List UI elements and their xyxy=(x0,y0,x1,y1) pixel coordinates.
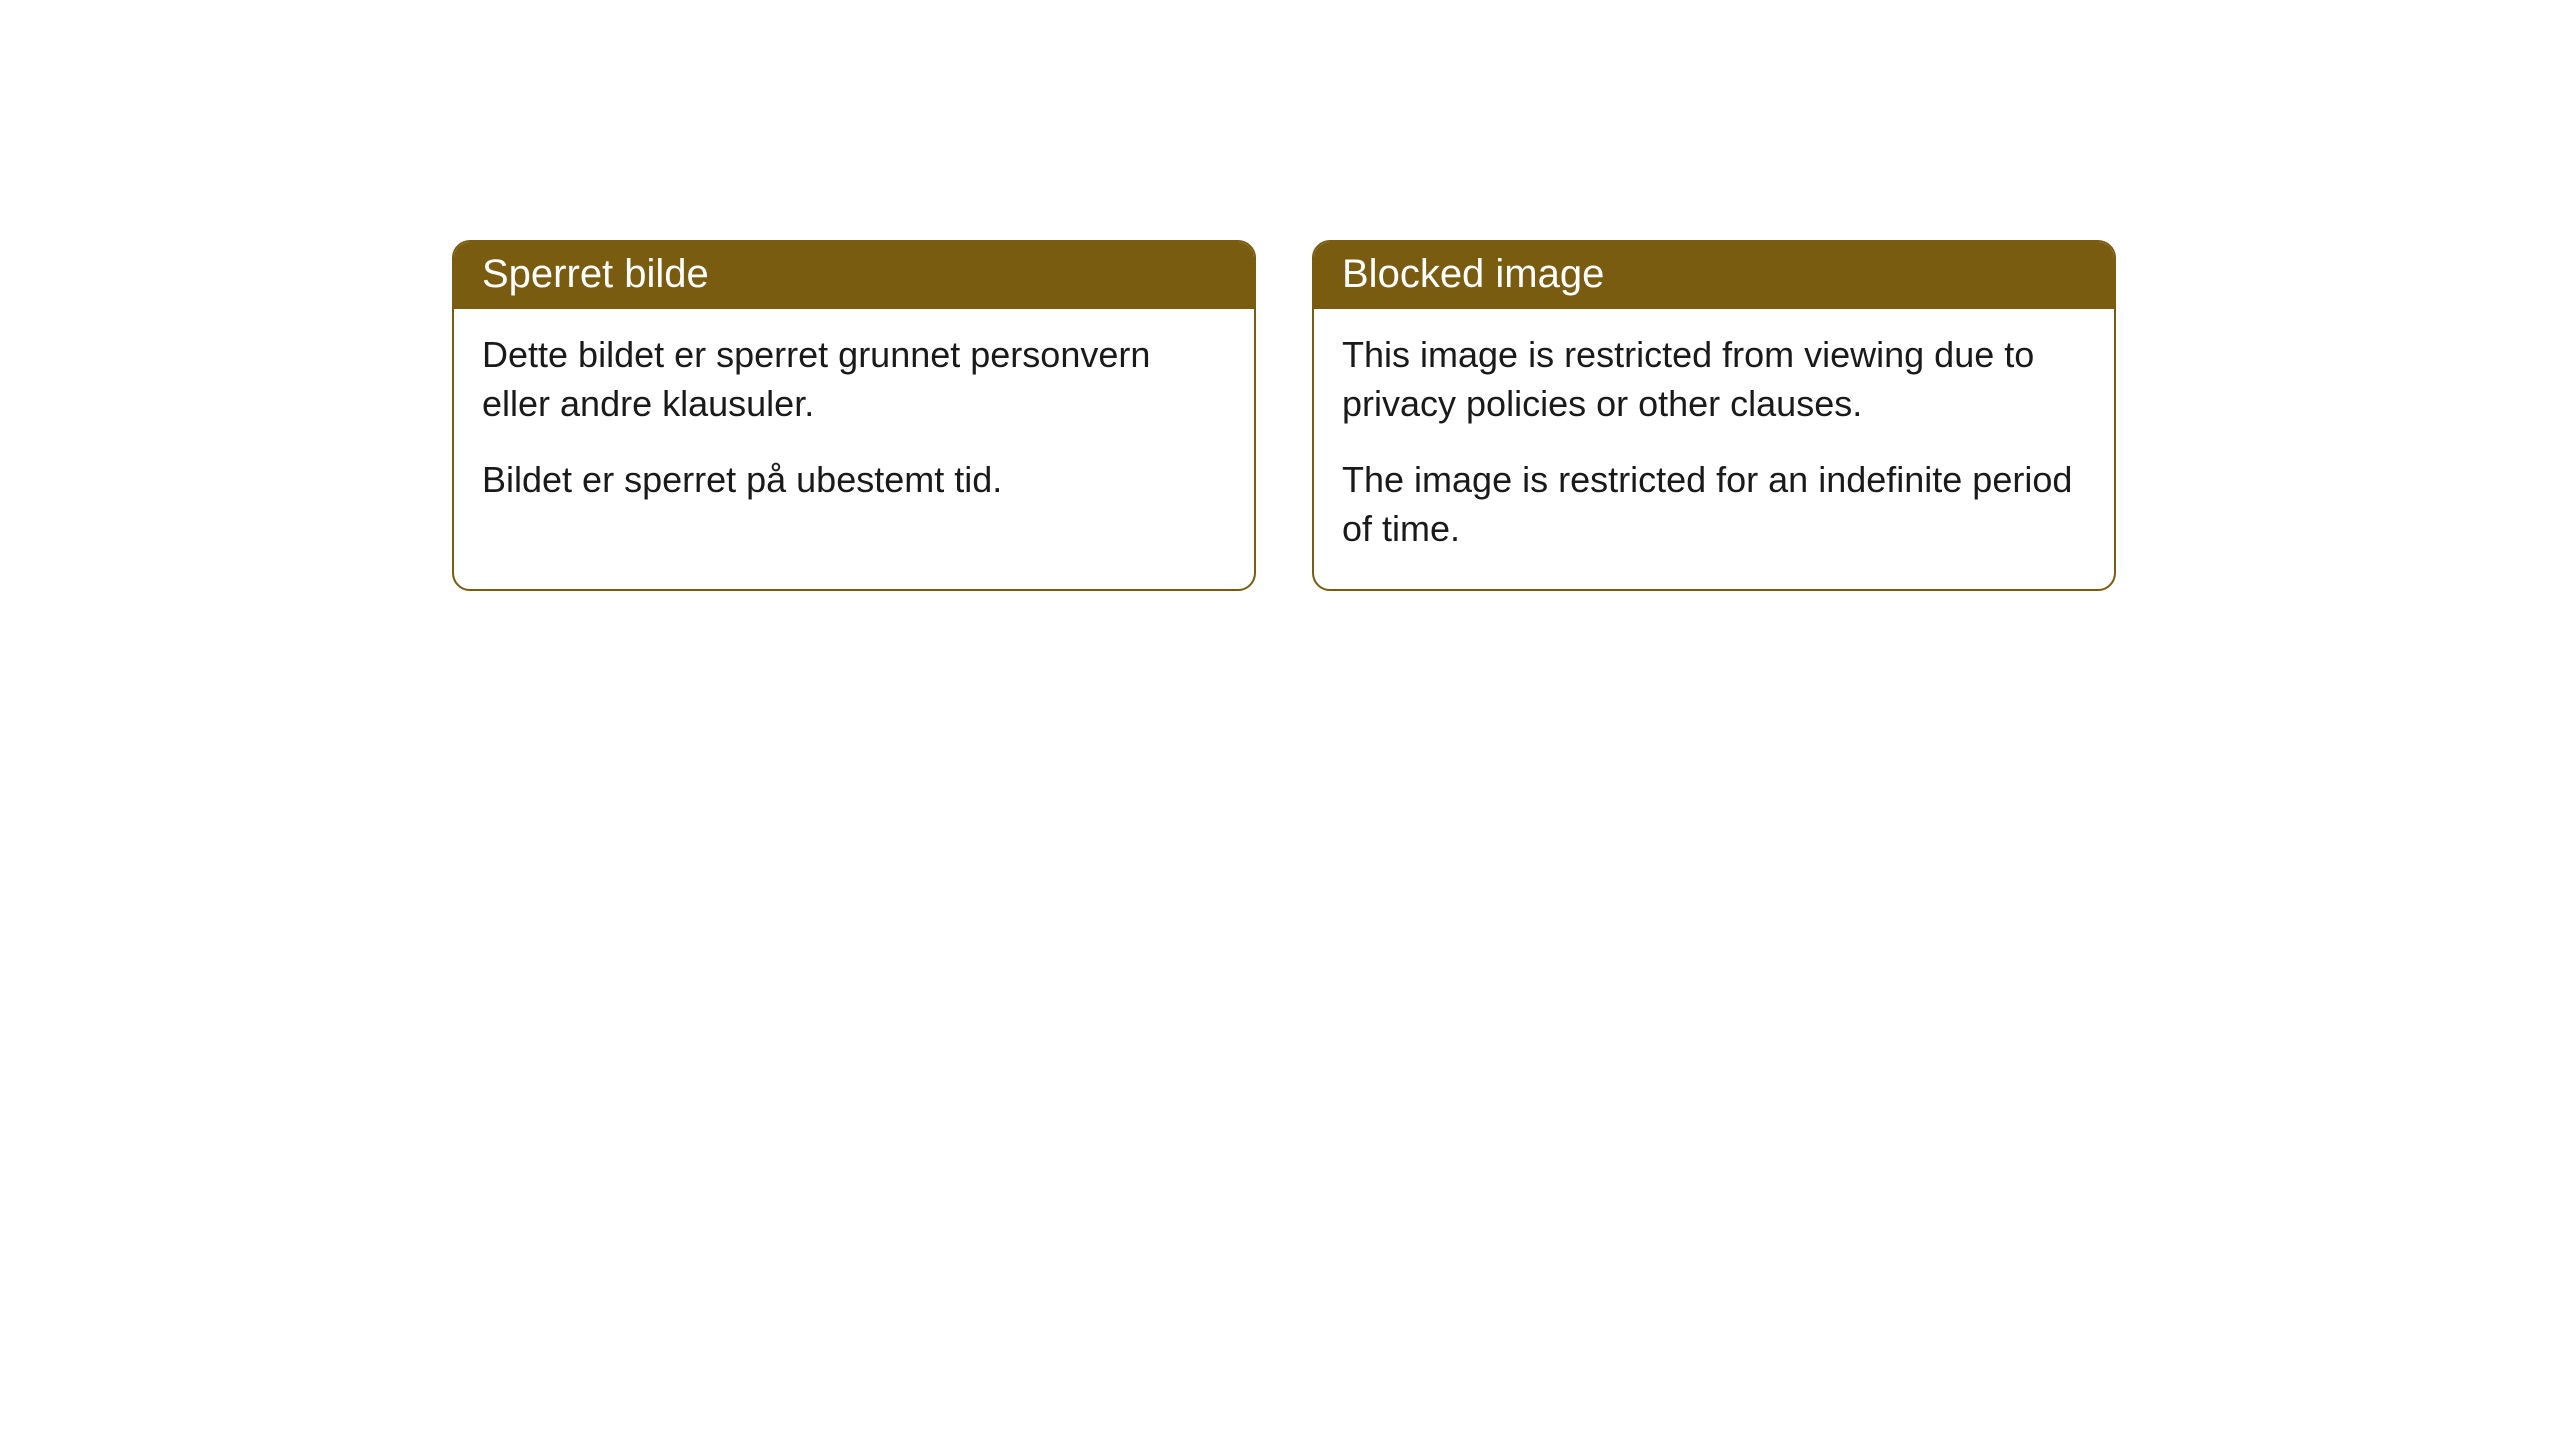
card-body: This image is restricted from viewing du… xyxy=(1314,309,2114,589)
notice-cards-container: Sperret bilde Dette bildet er sperret gr… xyxy=(452,240,2116,591)
card-title: Blocked image xyxy=(1342,252,1604,296)
card-paragraph: Dette bildet er sperret grunnet personve… xyxy=(482,331,1226,428)
card-body: Dette bildet er sperret grunnet personve… xyxy=(454,309,1254,541)
blocked-image-card-norwegian: Sperret bilde Dette bildet er sperret gr… xyxy=(452,240,1256,591)
card-title: Sperret bilde xyxy=(482,252,709,296)
blocked-image-card-english: Blocked image This image is restricted f… xyxy=(1312,240,2116,591)
card-paragraph: The image is restricted for an indefinit… xyxy=(1342,456,2086,553)
card-paragraph: This image is restricted from viewing du… xyxy=(1342,331,2086,428)
card-paragraph: Bildet er sperret på ubestemt tid. xyxy=(482,456,1226,505)
card-header: Blocked image xyxy=(1314,242,2114,309)
card-header: Sperret bilde xyxy=(454,242,1254,309)
